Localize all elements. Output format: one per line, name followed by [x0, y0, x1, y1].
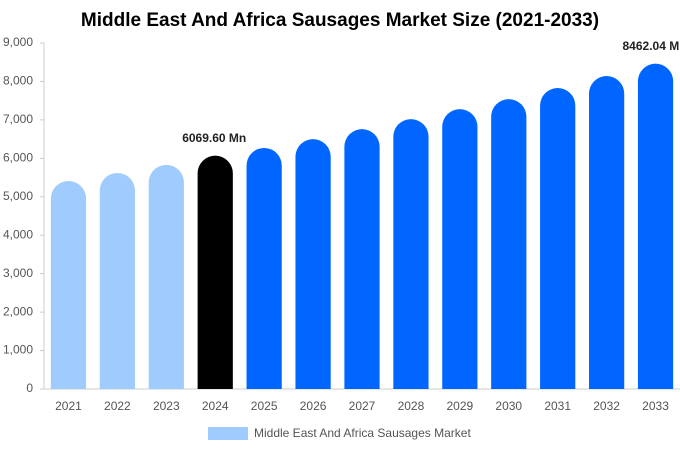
- bar: [491, 99, 527, 390]
- y-tick-label: 5,000: [3, 189, 33, 203]
- y-tick-label: 0: [26, 381, 33, 395]
- y-tick-label: 6,000: [3, 151, 33, 165]
- y-tick-label: 4,000: [3, 227, 33, 241]
- y-tick-label: 1,000: [3, 343, 33, 357]
- legend-swatch: [208, 427, 248, 440]
- x-tick-label: 2021: [55, 399, 82, 413]
- bar: [589, 76, 625, 389]
- x-tick-label: 2027: [349, 399, 376, 413]
- bar: [637, 63, 674, 389]
- bar: [246, 147, 282, 389]
- bar: [295, 139, 331, 389]
- legend-label: Middle East And Africa Sausages Market: [254, 426, 471, 440]
- bar: [197, 155, 233, 389]
- bar: [442, 109, 478, 389]
- bar: [393, 119, 429, 390]
- y-tick-label: 8,000: [3, 74, 33, 88]
- x-tick-label: 2032: [593, 399, 620, 413]
- value-label: 8462.04 Mn: [623, 39, 680, 53]
- x-tick-label: 2022: [104, 399, 131, 413]
- y-tick-label: 7,000: [3, 112, 33, 126]
- x-tick-label: 2029: [446, 399, 473, 413]
- x-tick-label: 2026: [300, 399, 327, 413]
- value-label: 6069.60 Mn: [182, 131, 246, 145]
- x-tick-label: 2024: [202, 399, 229, 413]
- y-tick-label: 2,000: [3, 304, 33, 318]
- x-tick-label: 2030: [495, 399, 522, 413]
- bar: [540, 87, 576, 389]
- x-tick-label: 2023: [153, 399, 180, 413]
- y-tick-label: 9,000: [3, 35, 33, 49]
- chart-title: Middle East And Africa Sausages Market S…: [81, 10, 599, 31]
- bar: [148, 164, 184, 389]
- bar: [344, 129, 380, 390]
- bar: [99, 172, 135, 389]
- x-tick-label: 2025: [251, 399, 278, 413]
- bar: [50, 181, 87, 389]
- x-tick-label: 2028: [398, 399, 425, 413]
- y-tick-label: 3,000: [3, 266, 33, 280]
- x-tick-label: 2033: [642, 399, 669, 413]
- x-tick-label: 2031: [544, 399, 571, 413]
